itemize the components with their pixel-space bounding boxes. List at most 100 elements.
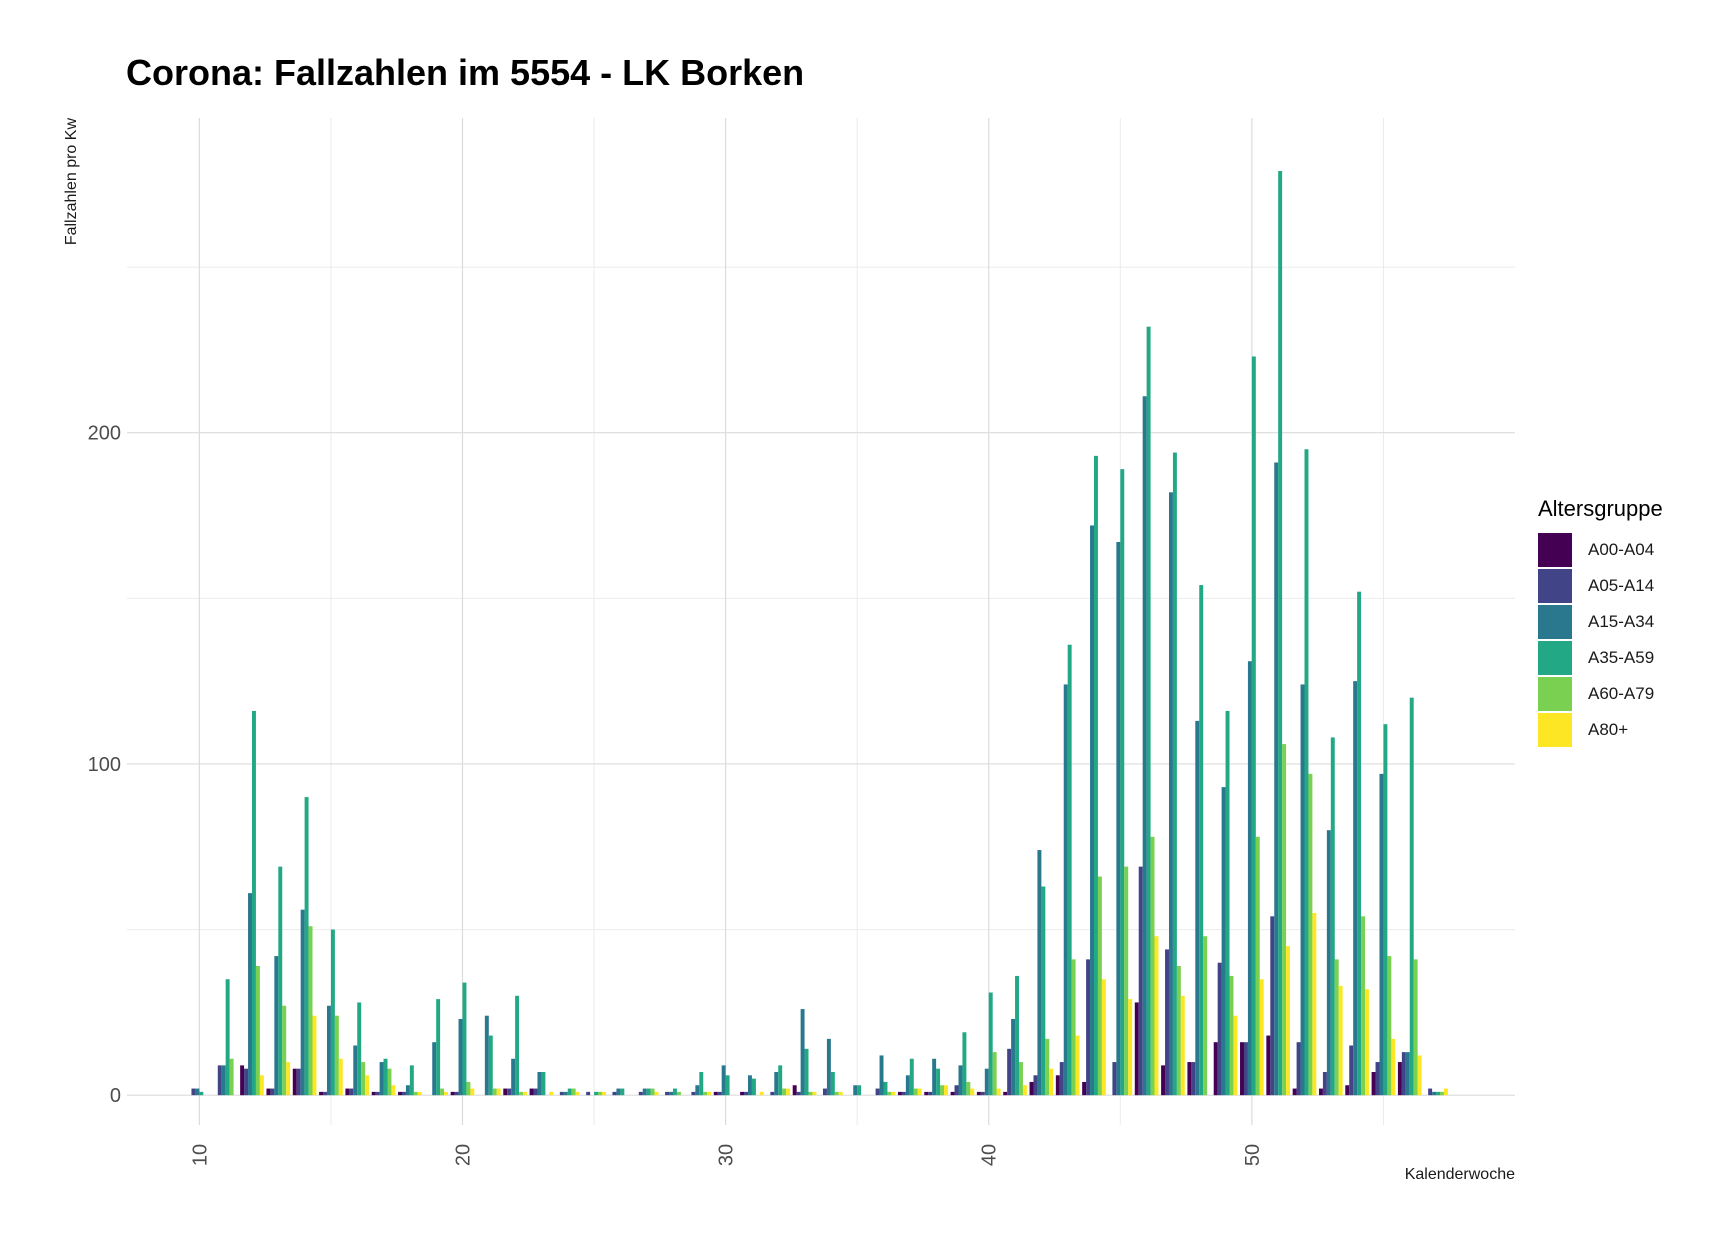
bar-a80+: [1365, 989, 1369, 1096]
bar-a80+: [1417, 1055, 1422, 1096]
bar-a35-a59: [488, 1035, 493, 1096]
bar-a15-a34: [774, 1072, 779, 1096]
bar-a15-a34: [248, 893, 252, 1096]
bar-a80+: [259, 1075, 264, 1096]
bar-a00-a04: [1345, 1085, 1350, 1096]
legend-item: A05-A14: [1538, 568, 1663, 604]
legend-swatch: [1538, 533, 1572, 567]
bar-a35-a59: [1330, 737, 1335, 1096]
bar-a35-a59: [1172, 452, 1177, 1096]
bar-a15-a34: [1274, 462, 1279, 1096]
bar-a15-a34: [1090, 525, 1094, 1096]
bar-a05-a14: [980, 1091, 985, 1096]
bar-a00-a04: [371, 1091, 376, 1096]
bar-a15-a34: [984, 1068, 989, 1096]
bar-a35-a59: [1146, 326, 1151, 1096]
bar-a80+: [891, 1091, 896, 1096]
bar-a05-a14: [1375, 1062, 1380, 1096]
bar-a35-a59: [1067, 644, 1072, 1096]
bar-a15-a34: [1063, 684, 1068, 1096]
bar-a60-a79: [1097, 876, 1102, 1096]
bar-a35-a59: [936, 1068, 941, 1096]
bar-a15-a34: [537, 1072, 542, 1096]
bar-a80+: [1022, 1085, 1027, 1096]
bar-a60-a79: [229, 1058, 234, 1096]
bar-a15-a34: [274, 956, 279, 1096]
bar-a60-a79: [1150, 836, 1155, 1096]
bar-a35-a59: [1251, 356, 1256, 1096]
bar-a80+: [338, 1058, 343, 1096]
bar-a60-a79: [1019, 1062, 1023, 1096]
x-tick-label: 30: [716, 1144, 738, 1166]
bar-a15-a34: [1379, 773, 1384, 1096]
bar-a15-a34: [669, 1091, 673, 1096]
bar-a05-a14: [454, 1091, 459, 1096]
bar-a05-a14: [1165, 949, 1169, 1096]
bar-a15-a34: [221, 1065, 226, 1096]
grid-lines: [127, 118, 1515, 1125]
bar-a05-a14: [691, 1091, 696, 1096]
bar-a05-a14: [875, 1088, 880, 1096]
bar-a00-a04: [1082, 1081, 1087, 1096]
bar-a80+: [1391, 1038, 1396, 1096]
bar-a15-a34: [432, 1042, 437, 1096]
bar-a35-a59: [672, 1088, 677, 1096]
bar-a00-a04: [1397, 1062, 1402, 1096]
bar-a60-a79: [413, 1091, 418, 1096]
bar-a35-a59: [462, 982, 467, 1096]
bar-a60-a79: [1440, 1091, 1444, 1096]
axis-labels: 10 20 30 40 50 0 100 200 Kalenderwoche Fallzahlen…: [63, 118, 1515, 1183]
bar-a35-a59: [857, 1085, 862, 1096]
bar-a60-a79: [966, 1081, 971, 1096]
bar-a35-a59: [830, 1072, 835, 1096]
bar-a05-a14: [296, 1068, 301, 1096]
bar-a05-a14: [507, 1088, 512, 1096]
legend-label: A05-A14: [1588, 576, 1655, 595]
legend-swatch: [1538, 677, 1572, 711]
bar-a35-a59: [725, 1075, 730, 1096]
y-tick-label: 200: [88, 423, 121, 445]
bar-a60-a79: [703, 1091, 708, 1096]
bar-a05-a14: [1086, 959, 1091, 1096]
bar-a35-a59: [278, 866, 283, 1096]
bar-a15-a34: [405, 1085, 410, 1096]
bar-a80+: [812, 1091, 817, 1096]
bar-a15-a34: [879, 1055, 884, 1096]
bar-a60-a79: [1229, 975, 1234, 1096]
bar-a35-a59: [1409, 697, 1414, 1096]
bar-a05-a14: [1270, 916, 1275, 1096]
bar-a15-a34: [1037, 850, 1042, 1096]
bar-a60-a79: [992, 1052, 997, 1096]
bar-a00-a04: [897, 1091, 902, 1096]
bar-a05-a14: [612, 1091, 617, 1096]
bar-a05-a14: [244, 1068, 249, 1096]
bar-a80+: [759, 1091, 764, 1096]
x-tick-label: 40: [979, 1144, 1001, 1166]
bar-a60-a79: [1071, 959, 1076, 1096]
bar-a15-a34: [1195, 720, 1200, 1096]
bar-a15-a34: [826, 1038, 831, 1096]
bar-a00-a04: [529, 1088, 534, 1096]
bar-a80+: [917, 1088, 922, 1096]
bar-a35-a59: [1093, 455, 1098, 1096]
bar-a80+: [786, 1088, 791, 1096]
bar-a15-a34: [1116, 542, 1121, 1096]
bar-a05-a14: [349, 1088, 354, 1096]
bar-a00-a04: [713, 1091, 718, 1096]
bar-a15-a34: [458, 1019, 463, 1096]
bar-a80+: [1180, 995, 1185, 1096]
legend-swatch: [1538, 569, 1572, 603]
bar-a00-a04: [1318, 1088, 1323, 1096]
bar-a05-a14: [665, 1091, 670, 1096]
bar-a15-a34: [1300, 684, 1305, 1096]
bar-a15-a34: [1432, 1091, 1437, 1096]
bar-a80+: [601, 1091, 606, 1096]
bar-a35-a59: [1199, 585, 1204, 1096]
legend-items: A00-A04 A05-A14 A15-A34 A35-A59 A60-A79 A80+: [1538, 532, 1663, 748]
bar-a60-a79: [1334, 959, 1339, 1096]
bar-a00-a04: [1371, 1072, 1376, 1096]
bar-a35-a59: [962, 1032, 967, 1096]
legend-swatch: [1538, 641, 1572, 675]
bar-a35-a59: [436, 999, 441, 1096]
